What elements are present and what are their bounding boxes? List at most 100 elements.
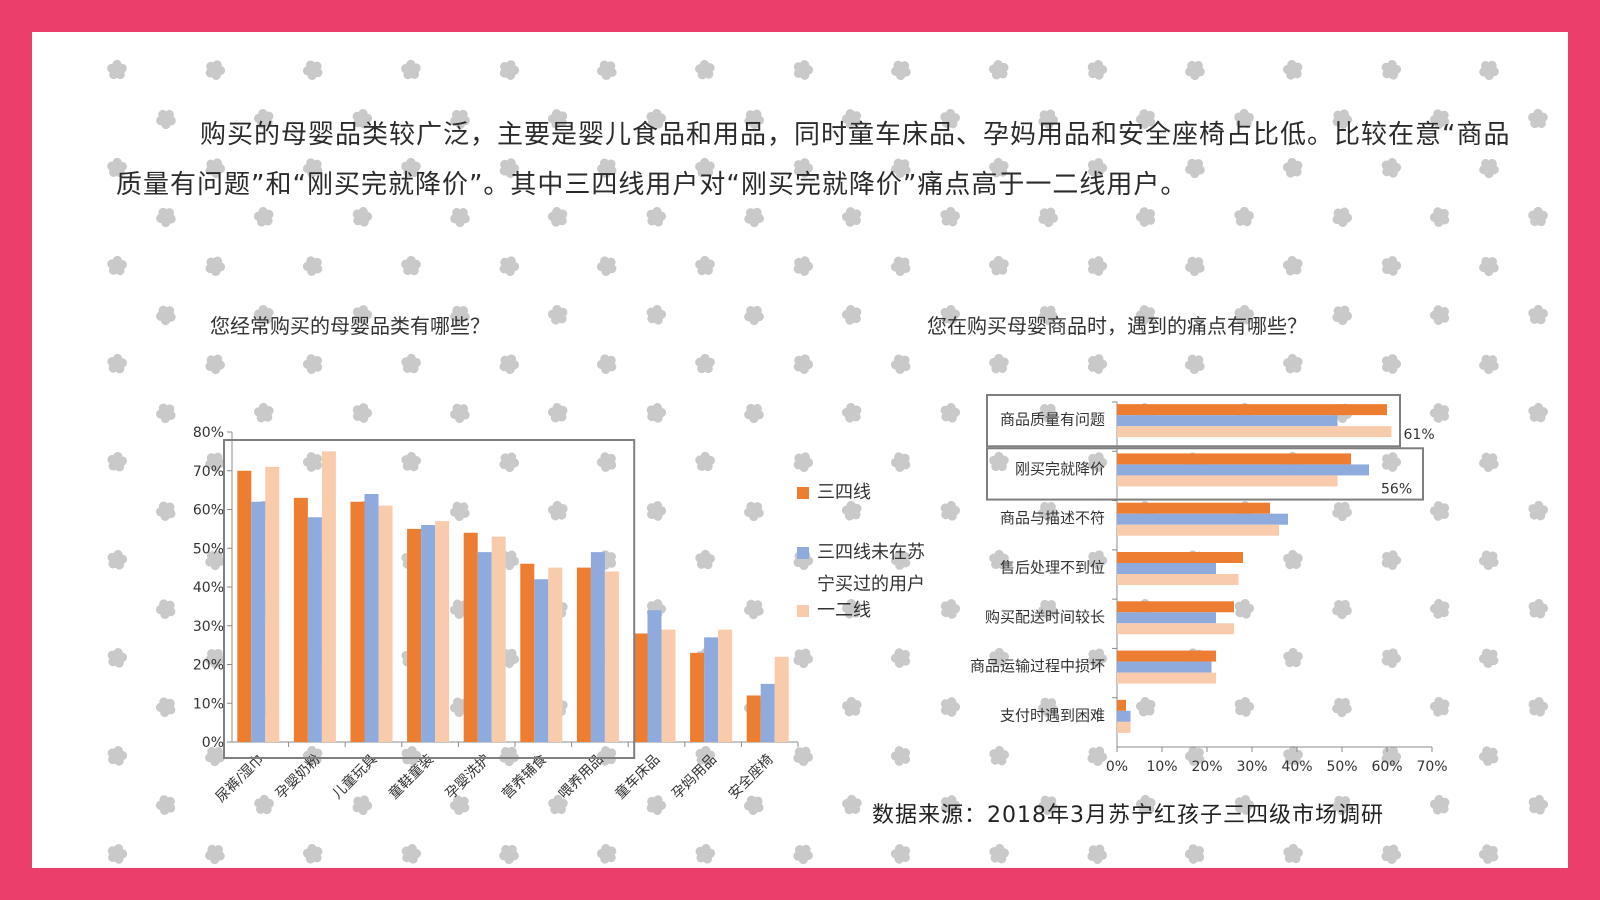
star-decoration	[1332, 599, 1352, 620]
star-center	[1485, 654, 1493, 662]
star-decoration	[155, 795, 176, 815]
y-category-label: 商品运输过程中损坏	[970, 657, 1105, 675]
bar	[463, 532, 478, 742]
star-center	[309, 262, 317, 270]
star-decoration	[107, 549, 128, 570]
star-decoration	[1332, 697, 1352, 718]
star-center	[456, 703, 464, 711]
star-center	[603, 360, 611, 368]
star-petal	[1140, 794, 1150, 805]
star-center	[358, 311, 366, 319]
star-petal	[1287, 353, 1298, 364]
star-center	[1240, 703, 1248, 711]
bar	[1117, 524, 1279, 536]
x-tick-label: 0%	[1106, 759, 1128, 775]
legend-label: 三四线	[817, 482, 871, 503]
star-center	[1191, 752, 1199, 760]
star-decoration	[1381, 550, 1402, 570]
star-petal	[1288, 549, 1298, 560]
star-center	[897, 556, 905, 564]
star-center	[211, 164, 219, 172]
star-center	[1044, 507, 1052, 515]
star-center	[1338, 115, 1346, 123]
star-decoration	[107, 746, 128, 766]
star-decoration	[1135, 109, 1156, 129]
star-center	[652, 801, 660, 809]
star-decoration	[107, 353, 127, 374]
star-center	[113, 458, 121, 466]
bar	[1117, 661, 1212, 673]
star-decoration	[940, 501, 961, 521]
star-decoration	[646, 403, 667, 423]
star-decoration	[205, 550, 225, 571]
bar	[1117, 672, 1216, 684]
star-center	[1485, 66, 1493, 74]
x-category-label: 孕婴洗护	[443, 752, 494, 803]
star-center	[750, 507, 758, 515]
star-decoration	[1528, 697, 1549, 717]
star-center	[554, 801, 562, 809]
star-decoration	[205, 60, 226, 80]
star-center	[701, 850, 709, 858]
star-center	[505, 360, 513, 368]
star-decoration	[890, 354, 911, 375]
star-center	[456, 801, 464, 809]
star-center	[1240, 311, 1248, 319]
star-pattern-background	[107, 59, 1549, 865]
star-decoration	[499, 354, 520, 375]
star-decoration	[1136, 794, 1156, 815]
star-decoration	[842, 696, 862, 717]
star-center	[799, 850, 807, 858]
star-center	[897, 164, 905, 172]
star-center	[1485, 360, 1493, 368]
star-center	[1534, 311, 1542, 319]
star-center	[211, 654, 219, 662]
y-category-label: 支付时遇到困难	[1000, 706, 1105, 724]
star-decoration	[155, 599, 176, 619]
bar	[237, 470, 252, 742]
star-decoration	[1282, 60, 1303, 80]
bar	[1117, 623, 1234, 635]
star-decoration	[1381, 60, 1402, 80]
star-decoration	[793, 452, 814, 472]
star-decoration	[1332, 305, 1352, 326]
star-center	[799, 66, 807, 74]
star-decoration	[401, 451, 421, 472]
star-center	[1387, 556, 1395, 564]
y-tick-label: 10%	[193, 696, 224, 712]
star-center	[1093, 262, 1101, 270]
star-petal	[846, 696, 857, 707]
bar	[477, 552, 492, 742]
bar	[1117, 650, 1216, 662]
star-decoration	[499, 844, 519, 865]
star-center	[211, 556, 219, 564]
star-center	[1436, 801, 1444, 809]
y-tick-label: 50%	[193, 541, 224, 557]
star-decoration	[1234, 206, 1254, 227]
star-decoration	[695, 157, 715, 178]
star-decoration	[989, 255, 1009, 276]
star-center	[1338, 507, 1346, 515]
star-center	[848, 507, 856, 515]
y-category-label: 商品与描述不符	[1000, 509, 1105, 527]
star-center	[505, 850, 513, 858]
star-decoration	[1234, 304, 1254, 325]
star-center	[1387, 66, 1395, 74]
star-decoration	[1478, 844, 1499, 864]
highlight-box	[986, 394, 1401, 448]
star-center	[260, 115, 268, 123]
star-decoration	[1135, 207, 1156, 227]
star-center	[1044, 605, 1052, 613]
star-decoration	[1429, 697, 1450, 717]
star-center	[554, 213, 562, 221]
star-decoration	[890, 550, 911, 570]
star-center	[799, 262, 807, 270]
star-center	[407, 458, 415, 466]
star-center	[1289, 850, 1297, 858]
star-center	[211, 66, 219, 74]
bar	[760, 683, 775, 742]
star-decoration	[107, 451, 128, 472]
star-decoration	[695, 59, 715, 80]
star-center	[1289, 164, 1297, 172]
star-decoration	[1283, 745, 1303, 766]
